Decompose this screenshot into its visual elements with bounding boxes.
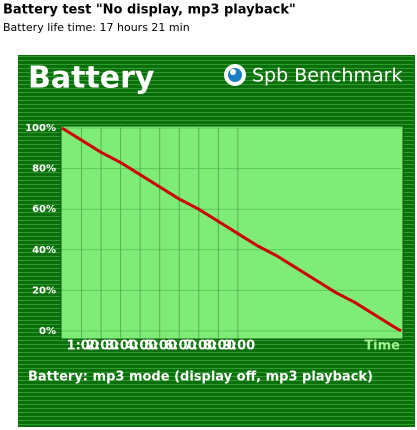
y-tick-label: 80% [32, 164, 56, 175]
x-tick-label: 3:00 [106, 339, 138, 354]
logo [224, 64, 246, 86]
y-tick-label: 20% [32, 285, 56, 296]
x-tick-label: 7:00 [184, 339, 216, 354]
caption: Battery: mp3 mode (display off, mp3 play… [28, 370, 373, 385]
x-tick-label: 9:00 [223, 339, 255, 354]
x-axis-label: Time [364, 339, 400, 354]
page-title: Battery test "No display, mp3 playback" [3, 3, 296, 18]
x-tick-label: 5:00 [145, 339, 177, 354]
y-tick-label: 40% [32, 245, 56, 256]
brand: Spb Benchmark [252, 65, 402, 87]
x-tick-label: 2:00 [86, 339, 118, 354]
y-tick-label: 100% [25, 123, 56, 134]
x-tick-label: 6:00 [164, 339, 196, 354]
y-tick-label: 0% [39, 326, 56, 337]
battery-line [61, 126, 402, 333]
y-tick-label: 60% [32, 204, 56, 215]
page-subtitle: Battery life time: 17 hours 21 min [3, 21, 190, 34]
x-tick-label: 4:00 [125, 339, 157, 354]
x-tick-label: 1:00 [67, 339, 99, 354]
x-tick-label: 8:00 [203, 339, 235, 354]
panel-title: Battery [28, 61, 155, 96]
